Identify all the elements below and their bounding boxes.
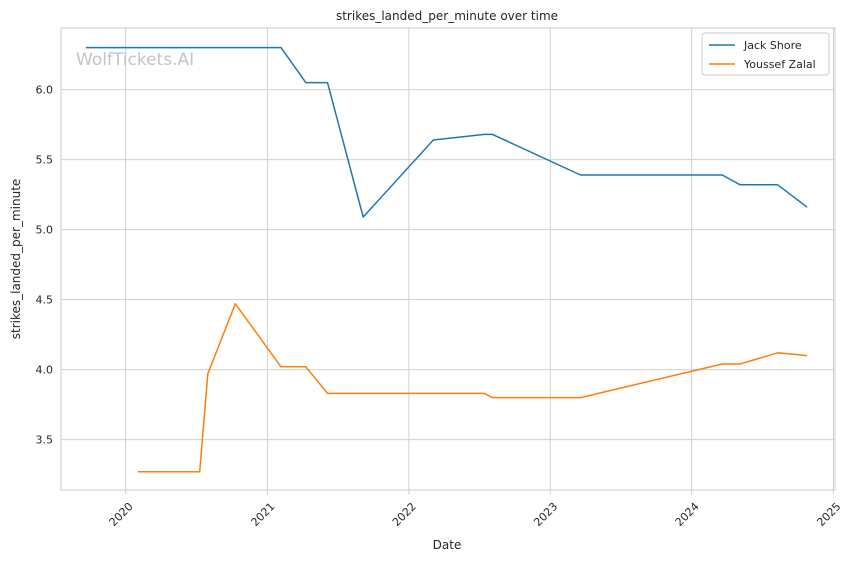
grid-lines: [61, 28, 835, 490]
legend-label-youssef-zalal: Youssef Zalal: [743, 58, 816, 71]
legend-label-jack-shore: Jack Shore: [743, 39, 802, 52]
x-tick-label: 2025: [814, 500, 843, 529]
x-tick-label: 2022: [390, 500, 419, 529]
x-tick-label: 2020: [107, 500, 136, 529]
y-tick-label: 5.0: [36, 224, 54, 237]
y-axis-ticks: 3.5 4.0 4.5 5.0 5.5 6.0: [36, 84, 54, 447]
x-tick-label: 2024: [673, 500, 702, 529]
x-axis-ticks: 2020 2021 2022 2023 2024 2025: [107, 490, 843, 529]
series-line-jack-shore: [85, 46, 808, 218]
x-axis-label: Date: [433, 538, 462, 552]
legend: Jack Shore Youssef Zalal: [701, 32, 830, 76]
y-tick-label: 5.5: [36, 154, 54, 167]
y-tick-label: 4.0: [36, 364, 54, 377]
series-line-youssef-zalal: [137, 303, 808, 473]
x-tick-label: 2023: [531, 500, 560, 529]
y-axis-label: strikes_landed_per_minute: [9, 179, 23, 340]
y-tick-label: 6.0: [36, 84, 54, 97]
plot-area: [60, 27, 836, 491]
chart-title: strikes_landed_per_minute over time: [336, 9, 558, 23]
watermark-text: WolfTickets.AI: [76, 50, 194, 70]
y-tick-label: 3.5: [36, 434, 54, 447]
series-lines: [85, 46, 808, 473]
y-tick-label: 4.5: [36, 294, 54, 307]
x-tick-label: 2021: [249, 500, 278, 529]
